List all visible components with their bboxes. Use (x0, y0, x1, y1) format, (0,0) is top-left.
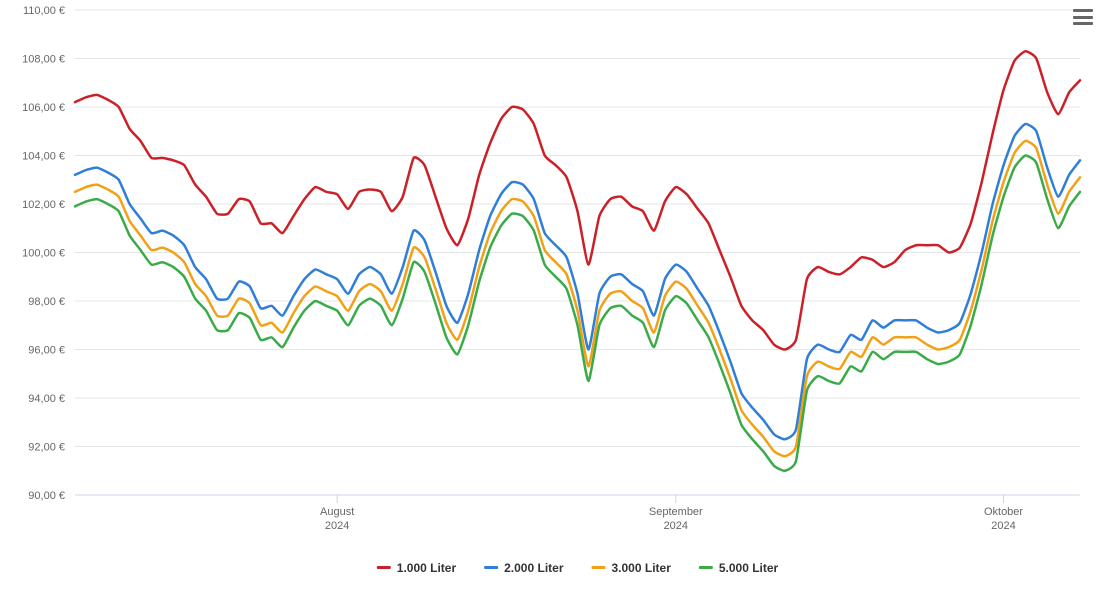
series-line (75, 51, 1080, 349)
x-axis-month-label: August (320, 506, 354, 518)
y-axis-tick-label: 94,00 € (28, 393, 65, 405)
legend-label[interactable]: 5.000 Liter (719, 561, 779, 575)
y-axis-tick-label: 102,00 € (22, 199, 65, 211)
x-axis-month-label: Oktober (984, 506, 1023, 518)
series-line (75, 124, 1080, 439)
chart-menu-button[interactable] (1071, 6, 1095, 28)
x-axis-month-label: September (649, 506, 703, 518)
y-axis-tick-label: 98,00 € (28, 296, 65, 308)
legend-swatch[interactable] (592, 566, 606, 569)
y-axis-tick-label: 96,00 € (28, 345, 65, 357)
y-axis-tick-label: 110,00 € (23, 5, 65, 17)
y-axis-tick-label: 90,00 € (28, 490, 65, 502)
x-axis-year-label: 2024 (325, 520, 349, 532)
legend-label[interactable]: 1.000 Liter (397, 561, 457, 575)
x-axis-year-label: 2024 (991, 520, 1015, 532)
y-axis-tick-label: 108,00 € (22, 54, 65, 66)
y-axis-tick-label: 92,00 € (28, 442, 65, 454)
legend-label[interactable]: 2.000 Liter (504, 561, 564, 575)
legend-swatch[interactable] (699, 566, 713, 569)
y-axis-tick-label: 100,00 € (22, 248, 65, 260)
legend-swatch[interactable] (377, 566, 391, 569)
legend-label[interactable]: 3.000 Liter (612, 561, 672, 575)
line-chart: 90,00 € 92,00 € 94,00 € 96,00 € 98,00 € 100,0… (0, 0, 1105, 602)
legend-swatch[interactable] (484, 566, 498, 569)
x-axis-year-label: 2024 (664, 520, 688, 532)
chart-container: 90,00 € 92,00 € 94,00 € 96,00 € 98,00 € 100,0… (0, 0, 1105, 602)
y-axis-tick-label: 104,00 € (22, 151, 65, 163)
y-axis-tick-label: 106,00 € (22, 102, 65, 114)
